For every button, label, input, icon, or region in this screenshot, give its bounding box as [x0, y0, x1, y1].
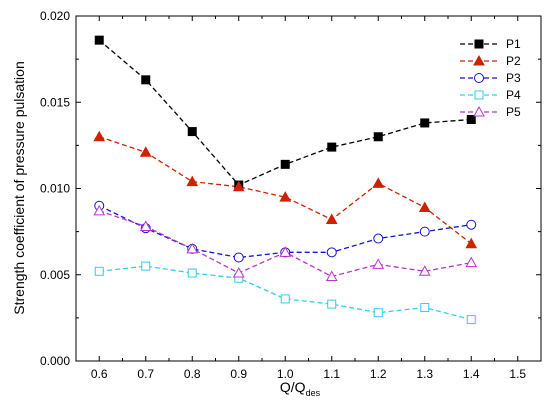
data-point-p4	[94, 266, 104, 276]
data-point-p1	[94, 35, 104, 45]
x-tick-label: 1.1	[323, 367, 340, 381]
data-point-p3	[326, 247, 337, 258]
x-tick-label: 1.0	[277, 367, 294, 381]
data-point-p2	[93, 130, 106, 142]
data-point-p5	[186, 242, 199, 254]
legend-label-p4: P4	[506, 88, 521, 102]
data-point-p2	[139, 146, 152, 157]
data-point-p2	[186, 175, 199, 187]
data-point-p4	[373, 308, 383, 318]
axis-ticks: 0.6 0.7 0.8 0.9 1.0 1.1 1.2 1.3 1.4 1.5 0.000 0.005…	[40, 9, 541, 381]
x-axis-title: Q/Qdes	[280, 379, 321, 398]
data-point-p5	[93, 204, 106, 216]
x-tick-label: 0.9	[230, 367, 247, 381]
y-tick-label: 0.015	[40, 95, 70, 109]
data-point-p3	[373, 233, 384, 244]
legend-label-p1: P1	[506, 37, 521, 51]
data-point-p1	[187, 127, 197, 137]
x-tick-label: 0.6	[91, 367, 108, 381]
data-point-p4	[187, 268, 197, 278]
data-point-p3	[419, 226, 430, 237]
y-tick-label: 0.010	[40, 182, 70, 196]
data-point-p5	[139, 220, 152, 231]
data-point-p4	[466, 315, 476, 325]
data-point-p5	[372, 258, 385, 269]
legend-marker-p5	[473, 105, 485, 117]
data-point-p1	[327, 142, 337, 152]
series-lines	[98, 39, 472, 321]
legend-marker-p2	[473, 54, 485, 66]
data-point-p1	[141, 75, 151, 85]
x-axis-title-subscript: des	[306, 388, 321, 398]
data-point-p4	[280, 294, 290, 304]
x-tick-label: 0.7	[137, 367, 154, 381]
x-axis-title-main: Q/Q	[280, 379, 306, 395]
data-point-p5	[325, 270, 338, 281]
y-tick-label: 0.000	[40, 354, 70, 368]
data-point-p5	[418, 265, 431, 276]
plot-frame	[75, 15, 542, 362]
legend-label-p2: P2	[506, 54, 521, 68]
x-tick-label: 1.3	[416, 367, 433, 381]
data-point-p1	[420, 118, 430, 128]
series-markers	[93, 35, 478, 325]
data-point-p5	[465, 256, 478, 268]
data-point-p5	[232, 266, 245, 278]
legend-label-p5: P5	[506, 105, 521, 119]
data-point-p3	[233, 252, 244, 263]
data-point-p2	[418, 201, 431, 212]
series-line-p2	[99, 136, 472, 245]
data-point-p1	[280, 159, 290, 169]
x-tick-label: 1.5	[509, 367, 526, 381]
data-point-p1	[466, 115, 476, 124]
series-line-p4	[99, 265, 472, 321]
data-point-p2	[279, 191, 292, 202]
y-tick-label: 0.020	[40, 9, 70, 23]
x-tick-label: 1.4	[463, 367, 480, 381]
data-point-p2	[372, 177, 385, 188]
data-point-p2	[232, 180, 245, 192]
data-point-p2	[325, 213, 338, 225]
legend-marker-p1	[474, 39, 484, 49]
data-point-p1	[373, 132, 383, 142]
x-tick-label: 1.2	[370, 367, 387, 381]
legend-label-p3: P3	[506, 71, 521, 85]
x-tick-label: 0.8	[184, 367, 201, 381]
data-point-p4	[327, 299, 337, 309]
data-point-p4	[420, 303, 430, 313]
y-axis-title: Strength coefficient of pressure pulsati…	[11, 61, 27, 314]
legend: P1 P2 P3 P4 P5	[460, 37, 521, 119]
data-point-p3	[466, 219, 477, 230]
legend-marker-p4	[474, 90, 484, 100]
data-point-p5	[279, 246, 292, 257]
data-point-p4	[141, 261, 151, 271]
y-tick-label: 0.005	[40, 268, 70, 282]
legend-marker-p3	[474, 73, 484, 83]
series-line-p5	[99, 210, 472, 278]
data-point-p2	[465, 237, 478, 249]
